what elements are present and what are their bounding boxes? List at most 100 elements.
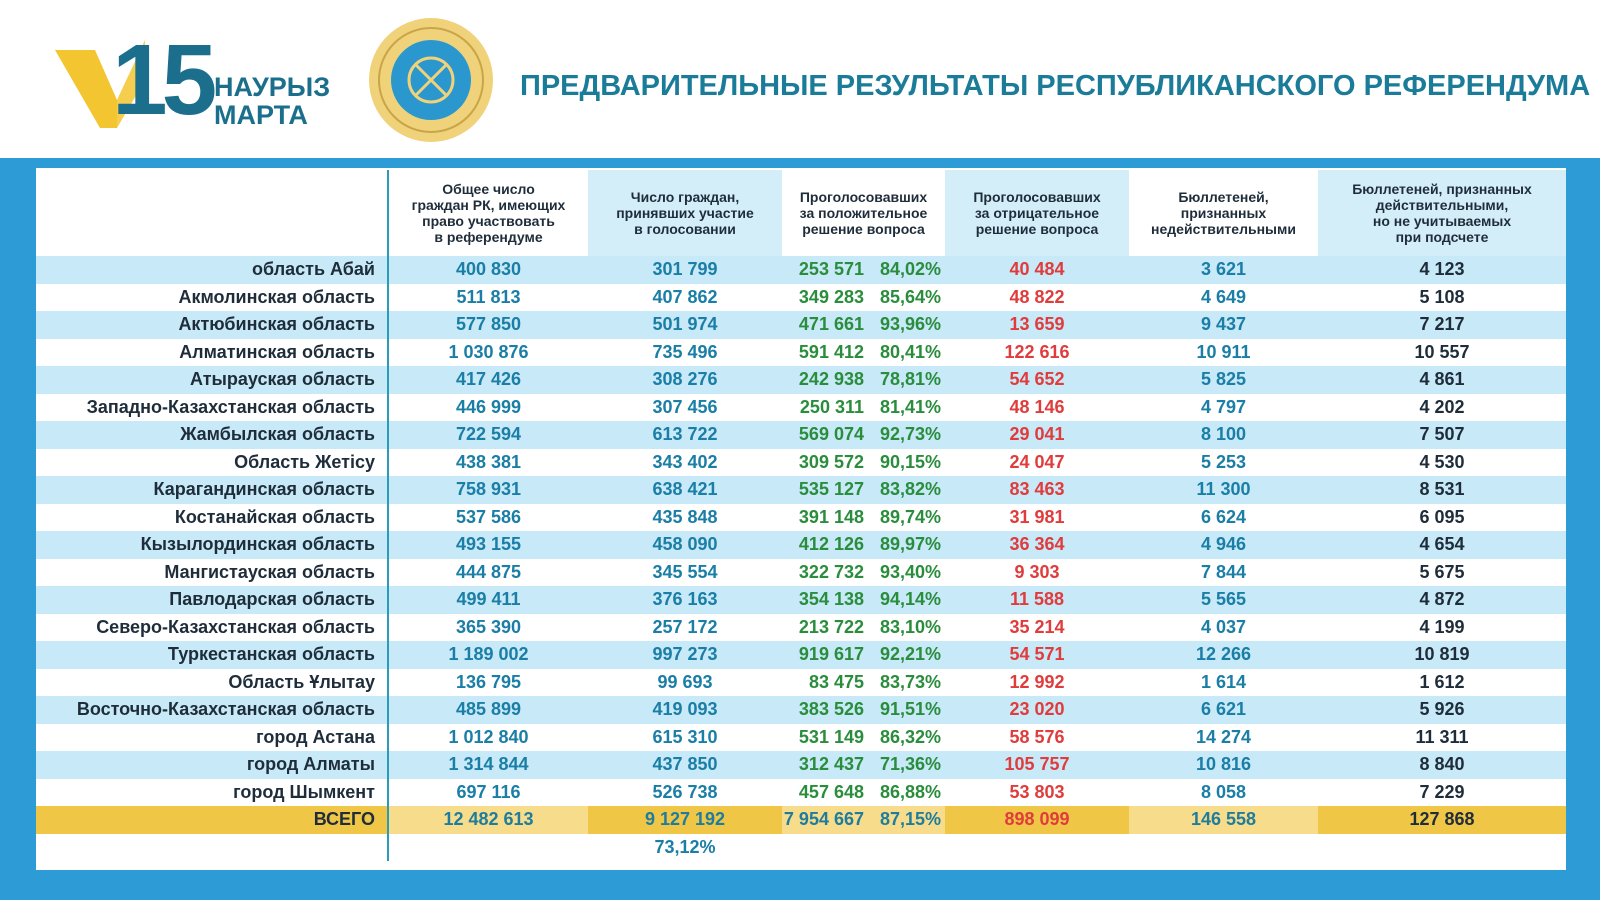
data-row: Кызылординская область 493 155 458 090 412 …: [36, 531, 1566, 559]
cell: 591 412: [798, 341, 864, 362]
cell: 301 799: [588, 256, 782, 284]
region-name: область Абай: [36, 256, 389, 284]
region-name: Область Ұлытау: [36, 668, 389, 696]
data-row: область Абай 400 830 301 799 253 571 84,02% 4…: [36, 256, 1566, 284]
data-row: Туркестанская область 1 189 002 997 273 919…: [36, 641, 1566, 669]
cell: 48 146: [1009, 396, 1065, 417]
data-row: Область Ұлытау 136 795 99 693 83 475 83,73% 1…: [36, 668, 1566, 696]
cell: 29 041: [945, 421, 1129, 449]
empty-cell: [388, 834, 588, 862]
data-row: Карагандинская область 758 931 638 421 535 …: [36, 476, 1566, 504]
logo-mark: [55, 40, 145, 128]
cell: 24 047: [1009, 451, 1065, 472]
cell: 94,14%: [872, 586, 945, 614]
cell: 383 526: [782, 696, 872, 724]
region-name: Костанайская область: [36, 503, 389, 531]
total-cell: 12 482 613: [388, 806, 588, 834]
cell: 105 757: [945, 751, 1129, 779]
cell: 40 484: [945, 256, 1129, 284]
cell: 89,97%: [872, 531, 945, 559]
data-row: Костанайская область 537 586 435 848 391 14…: [36, 503, 1566, 531]
cell: 9 437: [1129, 311, 1318, 339]
region-name: город Шымкент: [36, 778, 389, 806]
cell: 4 946: [1129, 531, 1318, 559]
cell: 7 229: [1419, 781, 1465, 802]
cell: 4 649: [1200, 286, 1247, 307]
cell: 92,73%: [872, 421, 945, 449]
cell: 5 825: [1129, 366, 1318, 394]
column-header: Бюллетеней, признанных недействительными: [1151, 189, 1296, 237]
region-name: Область Жетісу: [36, 448, 389, 476]
cell: 48 822: [1009, 286, 1065, 307]
cell: 531 149: [798, 726, 864, 747]
total-row: ВСЕГО 12 482 613 9 127 192 7 954 667 87,15% 8…: [36, 806, 1566, 834]
cell: 376 163: [588, 586, 782, 614]
cell: 93,40%: [880, 561, 942, 582]
cell: 54 652: [945, 366, 1129, 394]
cell: 250 311: [799, 396, 864, 417]
cell: 569 074: [782, 421, 872, 449]
cell: 1 612: [1419, 671, 1465, 692]
cell: 8 100: [1129, 421, 1318, 449]
region-name: Акмолинская область: [36, 283, 389, 311]
region-name: город Астана: [36, 723, 389, 751]
cell: 1 012 840: [448, 726, 529, 747]
cell: 11 300: [1129, 476, 1318, 504]
empty-cell: [36, 833, 389, 861]
cell: 99 693: [657, 671, 713, 692]
data-row: Восточно-Казахстанская область 485 899 419…: [36, 696, 1566, 724]
data-row: Область Жетісу 438 381 343 402 309 572 90,15…: [36, 448, 1566, 476]
cell: 83 475: [808, 671, 864, 692]
cell: 5 565: [1129, 586, 1318, 614]
participation-pct: 73,12%: [654, 836, 716, 857]
cell: 85,64%: [880, 286, 942, 307]
cell: 499 411: [388, 586, 588, 614]
cell: 5 926: [1318, 696, 1566, 724]
data-row: Атырауская область 417 426 308 276 242 938 7…: [36, 366, 1566, 394]
cell: 10 557: [1414, 341, 1470, 362]
cell: 71,36%: [872, 751, 945, 779]
cell: 7 844: [1200, 561, 1247, 582]
cell: 36 364: [945, 531, 1129, 559]
cell: 53 803: [1009, 781, 1065, 802]
region-name: Актюбинская область: [36, 311, 389, 339]
cell: 322 732: [798, 561, 864, 582]
cell: 537 586: [455, 506, 522, 527]
cell: 86,32%: [880, 726, 942, 747]
cell: 92,21%: [872, 641, 945, 669]
cell: 4 123: [1318, 256, 1566, 284]
cell: 14 274: [1195, 726, 1252, 747]
cell: 6 095: [1419, 506, 1465, 527]
region-name: Восточно-Казахстанская область: [36, 696, 389, 724]
column-header: Бюллетеней, признанных действительными, …: [1318, 170, 1566, 256]
cell: 83,10%: [880, 616, 942, 637]
cell: 84,02%: [872, 256, 945, 284]
region-name: Алматинская область: [36, 338, 389, 366]
empty-cell: [782, 834, 1566, 862]
cell: 12 992: [1009, 671, 1065, 692]
cell: 613 722: [588, 421, 782, 449]
cell: 758 931: [388, 476, 588, 504]
cell: 638 421: [588, 476, 782, 504]
cell: 4 861: [1318, 366, 1566, 394]
cell: 1 314 844: [388, 751, 588, 779]
cell: 511 813: [456, 286, 521, 307]
data-row: город Шымкент 697 116 526 738 457 648 86,88%…: [36, 778, 1566, 806]
cell: 309 572: [798, 451, 864, 472]
region-name: Карагандинская область: [36, 476, 389, 504]
cell: 90,15%: [880, 451, 942, 472]
cell: 535 127: [782, 476, 872, 504]
cell: 83 463: [945, 476, 1129, 504]
data-row: Северо-Казахстанская область 365 390 257 1…: [36, 613, 1566, 641]
logo-number: 15: [112, 24, 217, 136]
region-name: Павлодарская область: [36, 586, 389, 614]
cell: 1 614: [1200, 671, 1247, 692]
cell: 11 311: [1415, 726, 1469, 747]
cell: 4 530: [1419, 451, 1465, 472]
total-cell: 87,15%: [872, 806, 945, 834]
cell: 435 848: [652, 506, 718, 527]
total-cell: 7 954 667: [782, 806, 872, 834]
cell: 735 496: [652, 341, 718, 362]
cell: 31 981: [1009, 506, 1065, 527]
cell: 4 199: [1419, 616, 1465, 637]
